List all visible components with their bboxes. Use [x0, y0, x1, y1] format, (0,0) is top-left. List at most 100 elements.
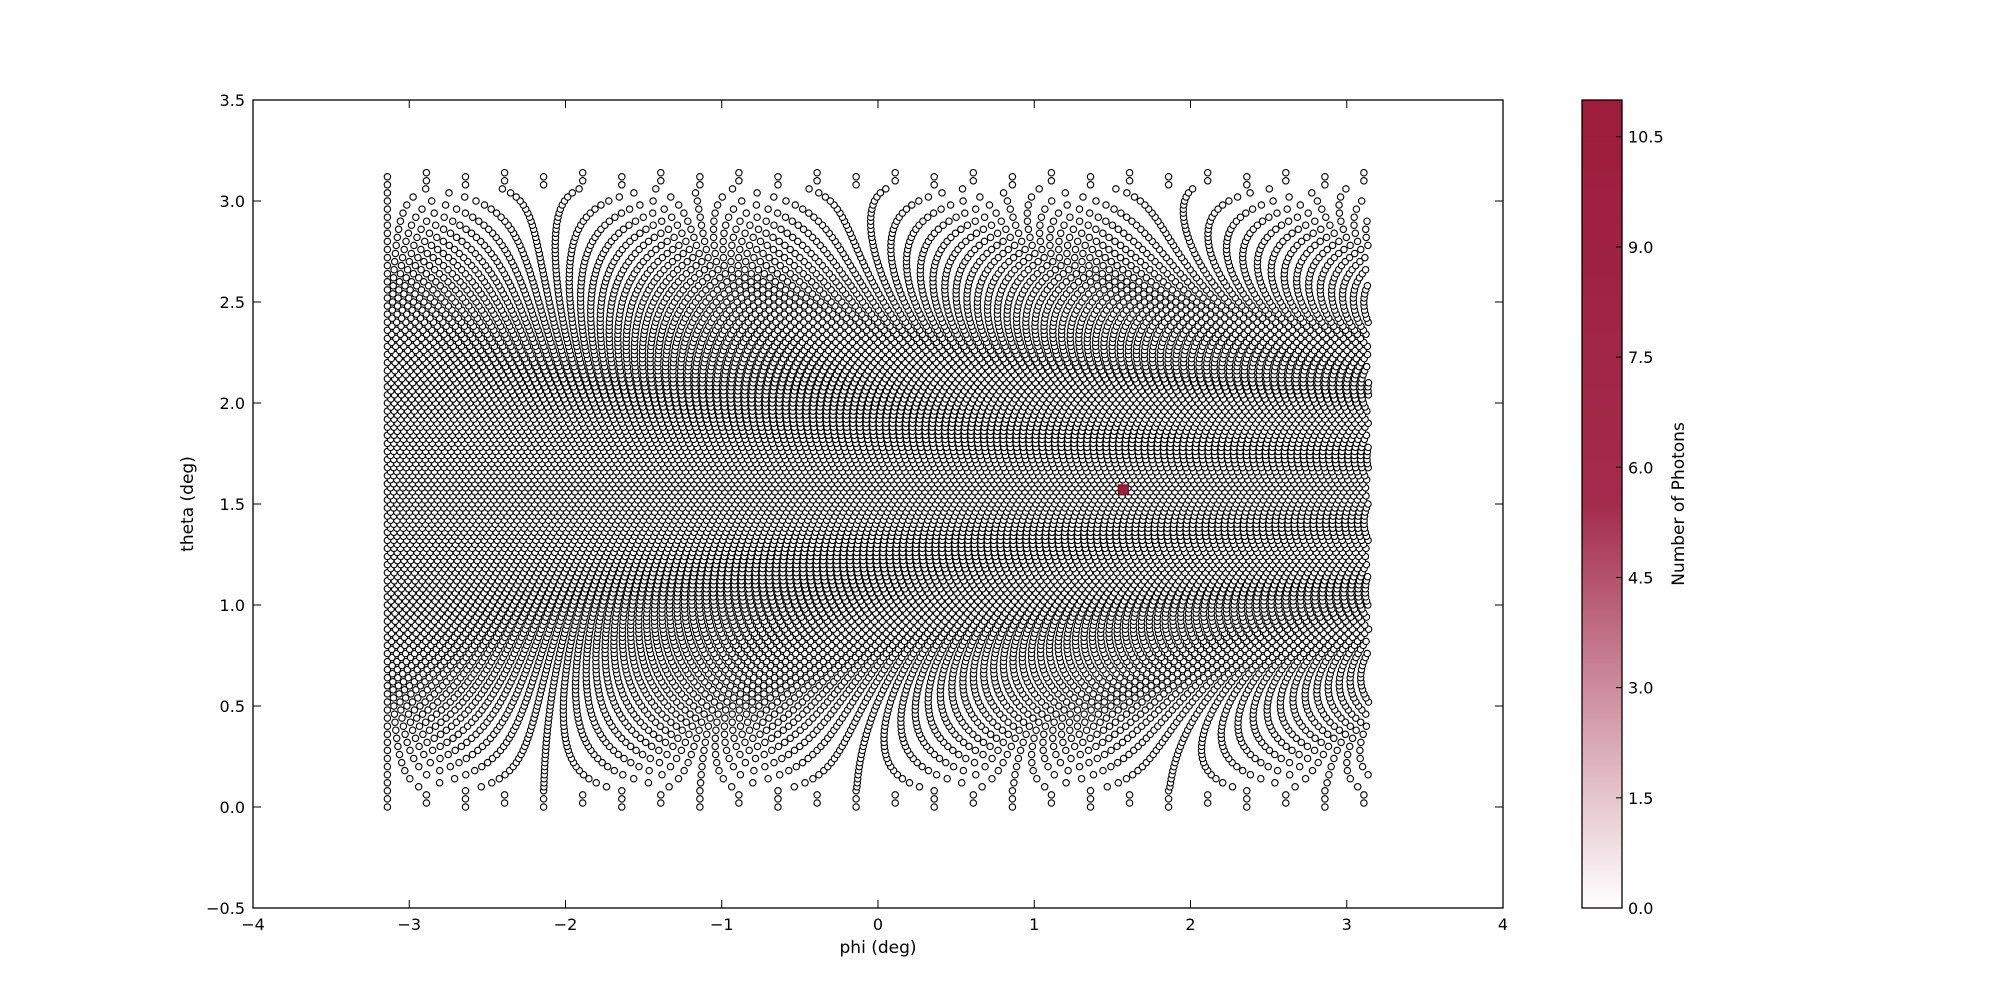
scatter-point: [930, 795, 938, 803]
scatter-point: [663, 750, 671, 759]
scatter-point: [1092, 742, 1100, 751]
scatter-point: [768, 746, 776, 755]
scatter-point: [1282, 791, 1290, 799]
scatter-point: [1321, 803, 1329, 811]
scatter-point: [994, 746, 1002, 755]
scatter-point: [992, 734, 1001, 743]
scatter-point: [674, 734, 682, 743]
scatter-point: [395, 750, 404, 759]
scatter-point: [1033, 774, 1041, 783]
scatter-point: [399, 722, 408, 730]
scatter-point: [678, 726, 686, 734]
scatter-point: [760, 698, 769, 706]
scatter-point: [632, 746, 640, 755]
scatter-point: [409, 754, 418, 763]
scatter-point: [1030, 734, 1038, 743]
scatter-point: [701, 738, 710, 747]
scatter-point: [423, 738, 431, 747]
scatter-point: [773, 730, 782, 739]
scatter-point: [657, 791, 665, 799]
scatter-point: [1352, 726, 1360, 734]
scatter-point: [1103, 783, 1112, 791]
scatter-point: [463, 738, 471, 747]
scatter-point: [813, 799, 821, 807]
scatter-point: [618, 787, 626, 795]
scatter-point: [383, 730, 392, 739]
scatter-point: [391, 718, 399, 726]
scatter-point: [398, 714, 406, 722]
scatter-point: [713, 718, 721, 726]
scatter-point: [753, 742, 762, 751]
scatter-point: [435, 779, 444, 787]
scatter-point: [1228, 783, 1237, 791]
scatter-point: [636, 734, 645, 743]
scatter-point: [1113, 742, 1121, 751]
scatter-point: [721, 706, 730, 714]
scatter-point: [712, 726, 720, 734]
scatter-point: [383, 746, 392, 755]
scatter-point: [754, 694, 762, 702]
scatter-point: [959, 738, 968, 747]
scatter-point: [1327, 762, 1335, 771]
scatter-point: [500, 791, 509, 799]
scatter-point: [619, 770, 627, 779]
scatter-point: [431, 722, 440, 730]
scatter-point: [447, 722, 456, 730]
scatter-point: [762, 726, 771, 734]
scatter-point: [1086, 787, 1095, 795]
scatter-point: [981, 762, 989, 771]
scatter-point: [1111, 730, 1119, 739]
scatter-point: [1105, 734, 1113, 743]
scatter-point: [698, 762, 706, 771]
scatter-point: [721, 714, 729, 722]
scatter-point: [684, 758, 692, 767]
scatter-point: [390, 702, 398, 710]
scatter-point: [778, 754, 786, 763]
scatter-point: [986, 742, 994, 751]
scatter-point: [1093, 730, 1101, 739]
scatter-point: [1081, 718, 1089, 726]
scatter-point: [696, 787, 704, 795]
scatter-point: [1343, 750, 1352, 759]
scatter-point: [924, 766, 933, 775]
scatter-point: [891, 799, 899, 807]
scatter-point: [1108, 710, 1117, 718]
scatter-point: [732, 742, 741, 751]
scatter-point: [1100, 750, 1109, 759]
scatter-point: [1308, 766, 1317, 775]
scatter-point: [775, 770, 784, 779]
scatter-point: [435, 766, 444, 775]
scatter-point: [404, 710, 413, 718]
scatter-point: [750, 714, 758, 722]
scatter-point: [949, 746, 957, 755]
scatter-point: [436, 754, 444, 763]
scatter-point: [1073, 706, 1082, 714]
scatter-point: [1125, 750, 1133, 759]
scatter-point: [998, 726, 1007, 734]
scatter-point: [1004, 730, 1013, 739]
scatter-point: [1356, 746, 1364, 755]
scatter-point: [973, 734, 982, 743]
scatter-point: [444, 750, 452, 759]
scatter-point: [455, 758, 463, 767]
scatter-point: [999, 758, 1007, 767]
scatter-point: [396, 698, 404, 706]
scatter-point: [745, 746, 753, 755]
scatter-point: [614, 750, 623, 759]
scatter-point: [965, 742, 973, 751]
scatter-point: [1064, 766, 1072, 775]
scatter-point: [905, 779, 914, 787]
scatter-point: [1085, 758, 1093, 767]
scatter-point: [898, 774, 907, 783]
scatter-point: [1301, 774, 1310, 783]
scatter-point: [690, 742, 698, 751]
scatter-point: [751, 754, 760, 763]
scatter-point: [685, 730, 693, 739]
scatter-points: [383, 168, 1373, 811]
scatter-point: [1246, 770, 1255, 779]
scatter-point: [383, 779, 392, 787]
scatter-point: [764, 774, 772, 783]
scatter-point: [618, 795, 626, 803]
scatter-point: [761, 762, 769, 771]
scatter-point: [620, 754, 628, 763]
